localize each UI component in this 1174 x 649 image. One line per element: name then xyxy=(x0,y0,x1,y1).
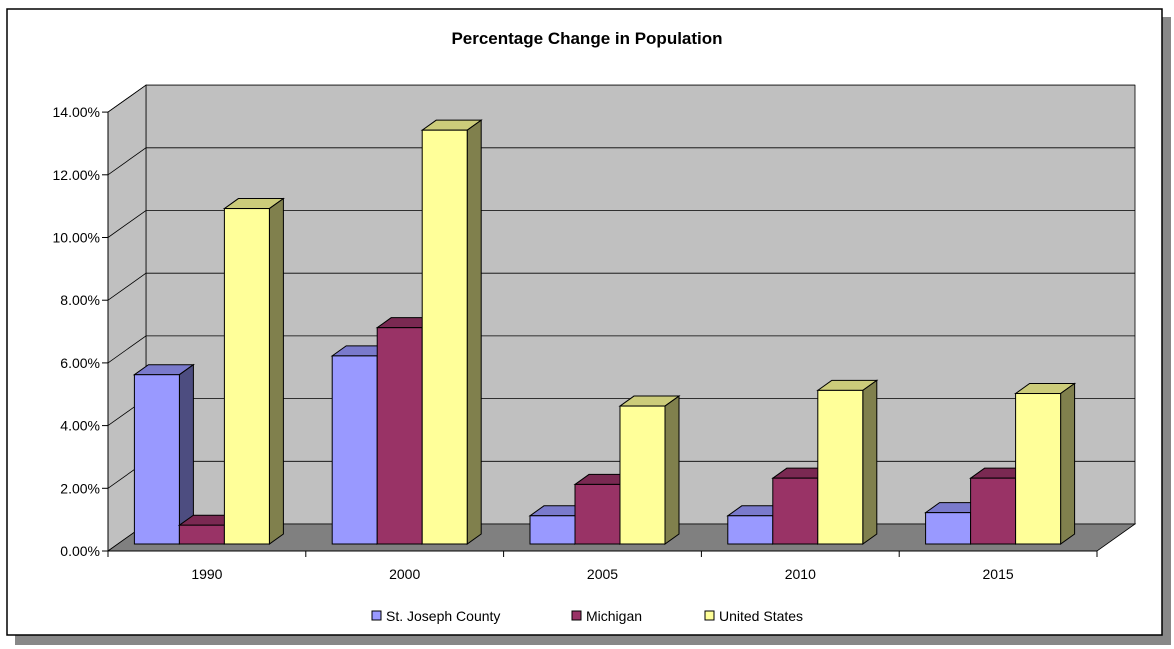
x-tick-label: 2015 xyxy=(983,566,1014,582)
y-tick-label: 0.00% xyxy=(60,543,100,559)
x-tick-label: 2005 xyxy=(587,566,618,582)
bar xyxy=(970,477,1017,545)
legend-label: Michigan xyxy=(586,608,642,624)
legend-swatch xyxy=(571,610,582,621)
x-tick-label: 1990 xyxy=(191,566,222,582)
bar xyxy=(178,524,225,545)
gridline xyxy=(107,272,1135,301)
bar xyxy=(421,129,468,545)
y-tick-label: 4.00% xyxy=(60,418,100,434)
legend: St. Joseph County Michigan United States xyxy=(371,608,803,624)
bar-side xyxy=(664,395,680,545)
gridline xyxy=(107,210,1135,238)
bar-side xyxy=(268,197,284,545)
bar xyxy=(817,389,864,545)
bar xyxy=(619,405,666,545)
bar-side xyxy=(466,119,482,545)
bar xyxy=(376,327,423,545)
chart-title: Percentage Change in Population xyxy=(451,29,722,48)
y-tick-label: 6.00% xyxy=(60,355,100,371)
bar xyxy=(727,515,774,545)
y-tick-label: 12.00% xyxy=(53,167,100,183)
y-tick-label: 8.00% xyxy=(60,292,100,308)
plot-area: 0.00% 2.00% 4.00% 6.00% 8.00% 10.00% 12.00% 14.… xyxy=(53,84,1137,582)
legend-swatch xyxy=(371,610,382,621)
legend-swatch xyxy=(704,610,715,621)
bar xyxy=(1015,393,1062,545)
bar-side xyxy=(1060,382,1076,545)
bar xyxy=(529,515,576,545)
bar xyxy=(331,355,378,545)
y-tick-label: 2.00% xyxy=(60,480,100,496)
y-tick-label: 10.00% xyxy=(53,230,100,246)
bar xyxy=(574,483,621,545)
gridline xyxy=(107,147,1135,176)
bar xyxy=(772,477,819,545)
gridline xyxy=(107,335,1135,364)
x-tick-label: 2000 xyxy=(389,566,420,582)
bar xyxy=(133,374,180,545)
legend-label: St. Joseph County xyxy=(386,608,500,624)
x-tick-label: 2010 xyxy=(785,566,816,582)
y-tick-label: 14.00% xyxy=(53,104,100,120)
gridline xyxy=(107,84,1135,113)
bar xyxy=(925,512,972,545)
bar xyxy=(223,208,270,545)
bar-side xyxy=(862,379,878,545)
legend-label: United States xyxy=(719,608,803,624)
